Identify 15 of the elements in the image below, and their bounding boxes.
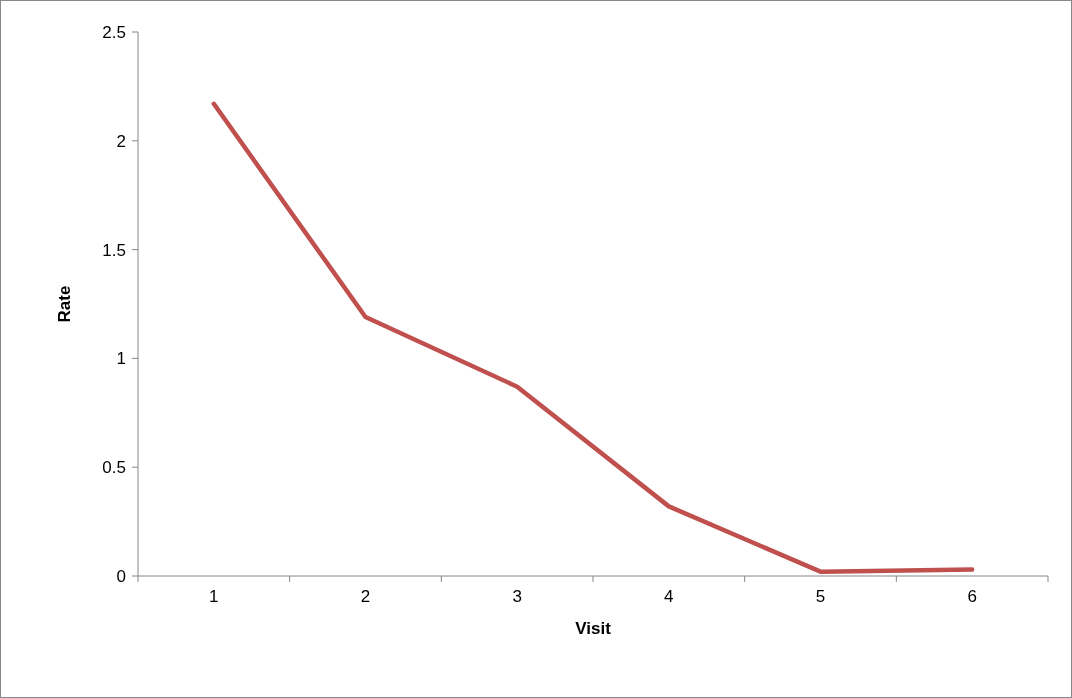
x-tick-label: 3	[512, 587, 522, 606]
x-tick-label: 6	[967, 587, 977, 606]
y-tick-label: 1	[116, 349, 126, 369]
y-tick-label: 2	[116, 131, 126, 151]
y-tick-label: 1.5	[102, 240, 126, 260]
x-tick-label: 5	[815, 587, 826, 606]
y-tick-label: 0.5	[102, 458, 126, 478]
x-tick-label: 2	[360, 587, 371, 606]
x-axis-title: Visit	[575, 619, 612, 638]
y-tick-label: 2.5	[102, 22, 126, 42]
y-axis-title: Rate	[55, 285, 74, 323]
y-tick-label: 0	[116, 566, 126, 586]
line-series	[211, 101, 975, 574]
x-tick-label: 1	[209, 587, 219, 606]
x-tick-label: 4	[664, 587, 674, 606]
